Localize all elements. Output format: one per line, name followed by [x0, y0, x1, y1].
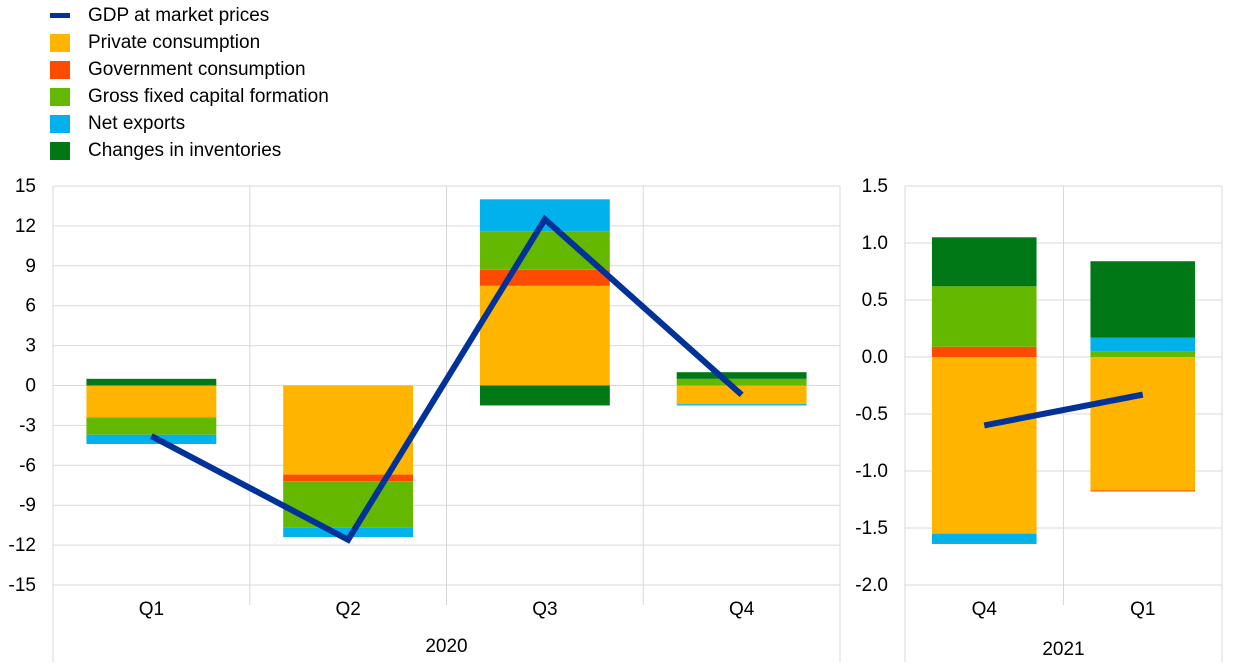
y-tick-label: -15	[9, 575, 36, 596]
x-category-label: Q2	[335, 599, 360, 620]
bar-segment	[283, 385, 414, 475]
y-tick-label: -1.5	[855, 518, 888, 539]
legend-item: Government consumption	[50, 56, 329, 83]
gdp-line	[983, 391, 1144, 429]
y-tick-label: 6	[25, 296, 36, 317]
y-tick-label: -2.0	[855, 575, 888, 596]
gdp-line	[149, 214, 744, 544]
y-tick-label: -0.5	[855, 404, 888, 425]
chart-legend: GDP at market prices Private consumption G…	[50, 2, 329, 164]
bar-segment	[283, 527, 414, 538]
legend-item: Changes in inventories	[50, 137, 329, 164]
legend-color-swatch	[50, 60, 70, 79]
x-category-label: Q1	[1130, 599, 1155, 620]
legend-label: Changes in inventories	[88, 139, 282, 161]
bar-segment	[931, 533, 1037, 544]
bar-segment	[931, 237, 1037, 287]
bar-segment	[1090, 490, 1196, 492]
legend-color-swatch	[50, 87, 70, 106]
y-tick-label: 15	[15, 176, 36, 197]
y-tick-label: -6	[19, 455, 36, 476]
bar-segment	[479, 285, 610, 386]
legend-item: Gross fixed capital formation	[50, 83, 329, 110]
bar-segment	[676, 372, 807, 379]
bar-segment	[1090, 337, 1196, 352]
legend-item: GDP at market prices	[50, 2, 329, 29]
x-category-label: Q4	[729, 599, 755, 620]
y-tick-label: -12	[9, 535, 36, 556]
bar-segment	[86, 417, 217, 435]
x-group-label: 2021	[1042, 639, 1084, 660]
y-tick-label: 3	[25, 336, 36, 357]
bar-segment	[283, 474, 414, 482]
legend-item: Net exports	[50, 110, 329, 137]
bar-segment	[676, 378, 807, 386]
bar-segment	[86, 378, 217, 386]
x-group-label: 2020	[425, 636, 467, 657]
bar-segment	[479, 385, 610, 406]
legend-color-swatch	[50, 33, 70, 52]
legend-label: GDP at market prices	[88, 4, 270, 26]
y-tick-label: -1.0	[855, 461, 888, 482]
x-category-label: Q4	[972, 599, 998, 620]
y-tick-label: -3	[19, 415, 36, 436]
legend-label: Government consumption	[88, 58, 306, 80]
y-tick-label: 12	[15, 216, 36, 237]
bar-segment	[931, 357, 1037, 534]
legend-item: Private consumption	[50, 29, 329, 56]
y-tick-label: 0	[25, 376, 36, 397]
legend-label: Net exports	[88, 112, 186, 134]
bar-segment	[676, 404, 807, 406]
y-tick-label: 9	[25, 256, 36, 277]
legend-label: Gross fixed capital formation	[88, 85, 329, 107]
bar-segment	[479, 269, 610, 286]
y-tick-label: 0.0	[862, 347, 888, 368]
bar-segment	[283, 481, 414, 528]
y-tick-label: 0.5	[862, 290, 888, 311]
y-tick-label: 1.5	[862, 176, 888, 197]
bar-segment	[1090, 351, 1196, 357]
legend-color-swatch	[50, 141, 70, 160]
bar-segment	[479, 231, 610, 270]
x-category-label: Q1	[139, 599, 164, 620]
y-tick-label: 1.0	[862, 233, 888, 254]
bar-segment	[1090, 261, 1196, 338]
bar-segment	[1090, 357, 1196, 491]
bar-segment	[86, 385, 217, 418]
bar-segment	[931, 346, 1037, 357]
legend-label: Private consumption	[88, 31, 261, 53]
legend-line-swatch	[50, 13, 70, 18]
x-category-label: Q3	[532, 599, 557, 620]
legend-color-swatch	[50, 114, 70, 133]
y-tick-label: -9	[19, 495, 36, 516]
bar-segment	[931, 286, 1037, 347]
